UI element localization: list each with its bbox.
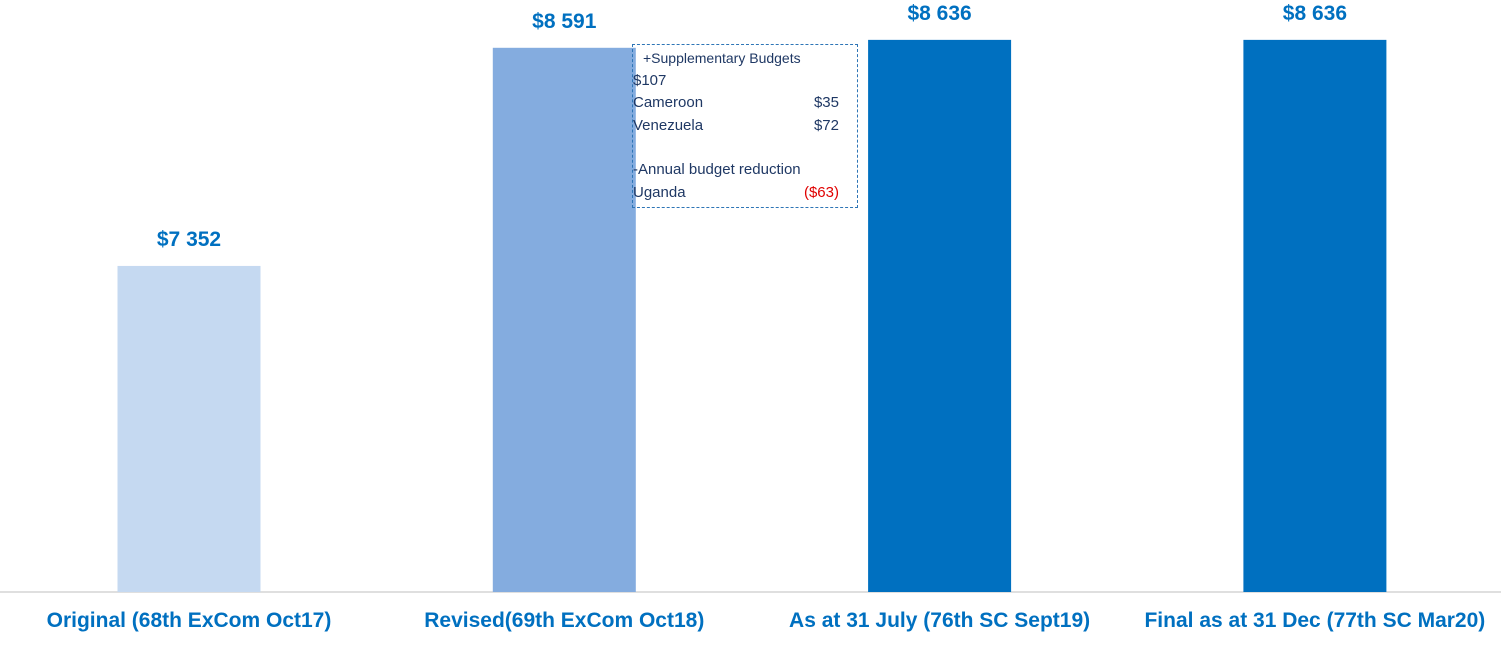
bar [492,47,636,592]
annotation-item: Cameroon [633,94,704,111]
value-label: $8 636 [907,1,972,25]
x-tick-label: Original (68th ExCom Oct17) [46,609,332,632]
value-label: $8 591 [532,9,597,33]
annotation-amount: $35 [813,94,839,111]
annotation-row: Uganda ($63) [633,182,857,205]
annotation-heading: -Annual budget reduction [633,161,801,178]
x-tick-label: Final as at 31 Dec (77th SC Mar20) [1144,609,1486,632]
annotation-row: Venezuela $72 [633,115,857,138]
value-label: $8 636 [1282,1,1347,25]
annotation-heading: +Supplementary Budgets [643,50,801,66]
annotation-item: Venezuela [633,116,704,134]
annotation-amount: ($63) [803,183,839,201]
value-label: $7 352 [156,227,222,251]
annotation-amount: $72 [813,116,839,134]
x-tick-label: Revised(69th ExCom Oct18) [424,609,705,632]
annotation-box: +Supplementary Budgets $107 Cameroon $35 … [632,44,858,208]
bar [868,39,1012,592]
annotation-row: Cameroon $35 [633,92,857,115]
bar [1243,39,1387,592]
bar [117,265,261,592]
annotation-item: Uganda [633,183,686,201]
annotation-total: $107 [633,71,667,89]
x-tick-label: As at 31 July (76th SC Sept19) [789,609,1091,632]
